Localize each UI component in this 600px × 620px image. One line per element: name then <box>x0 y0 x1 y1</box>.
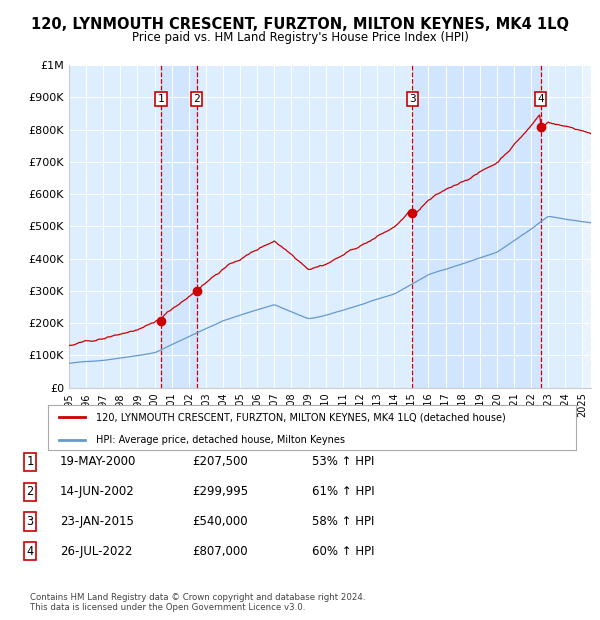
Text: £540,000: £540,000 <box>192 515 248 528</box>
Text: 14-JUN-2002: 14-JUN-2002 <box>60 485 135 498</box>
Text: 3: 3 <box>26 515 34 528</box>
Bar <box>583 65 591 388</box>
Text: 61% ↑ HPI: 61% ↑ HPI <box>312 485 374 498</box>
Text: 3: 3 <box>409 94 416 104</box>
Text: Contains HM Land Registry data © Crown copyright and database right 2024.
This d: Contains HM Land Registry data © Crown c… <box>30 593 365 612</box>
Text: 120, LYNMOUTH CRESCENT, FURZTON, MILTON KEYNES, MK4 1LQ: 120, LYNMOUTH CRESCENT, FURZTON, MILTON … <box>31 17 569 32</box>
Text: 2: 2 <box>193 94 200 104</box>
Text: £807,000: £807,000 <box>192 545 248 557</box>
Text: 1: 1 <box>26 456 34 468</box>
Text: 4: 4 <box>26 545 34 557</box>
Text: HPI: Average price, detached house, Milton Keynes: HPI: Average price, detached house, Milt… <box>95 435 344 445</box>
Text: 120, LYNMOUTH CRESCENT, FURZTON, MILTON KEYNES, MK4 1LQ (detached house): 120, LYNMOUTH CRESCENT, FURZTON, MILTON … <box>95 412 505 422</box>
Text: 4: 4 <box>538 94 544 104</box>
Text: 58% ↑ HPI: 58% ↑ HPI <box>312 515 374 528</box>
Bar <box>412 65 541 388</box>
Text: 19-MAY-2000: 19-MAY-2000 <box>60 456 136 468</box>
Text: 60% ↑ HPI: 60% ↑ HPI <box>312 545 374 557</box>
Text: 26-JUL-2022: 26-JUL-2022 <box>60 545 133 557</box>
Text: £207,500: £207,500 <box>192 456 248 468</box>
Bar <box>161 65 197 388</box>
Text: 23-JAN-2015: 23-JAN-2015 <box>60 515 134 528</box>
Text: 53% ↑ HPI: 53% ↑ HPI <box>312 456 374 468</box>
Text: 1: 1 <box>158 94 164 104</box>
Text: Price paid vs. HM Land Registry's House Price Index (HPI): Price paid vs. HM Land Registry's House … <box>131 31 469 44</box>
Text: £299,995: £299,995 <box>192 485 248 498</box>
Text: 2: 2 <box>26 485 34 498</box>
